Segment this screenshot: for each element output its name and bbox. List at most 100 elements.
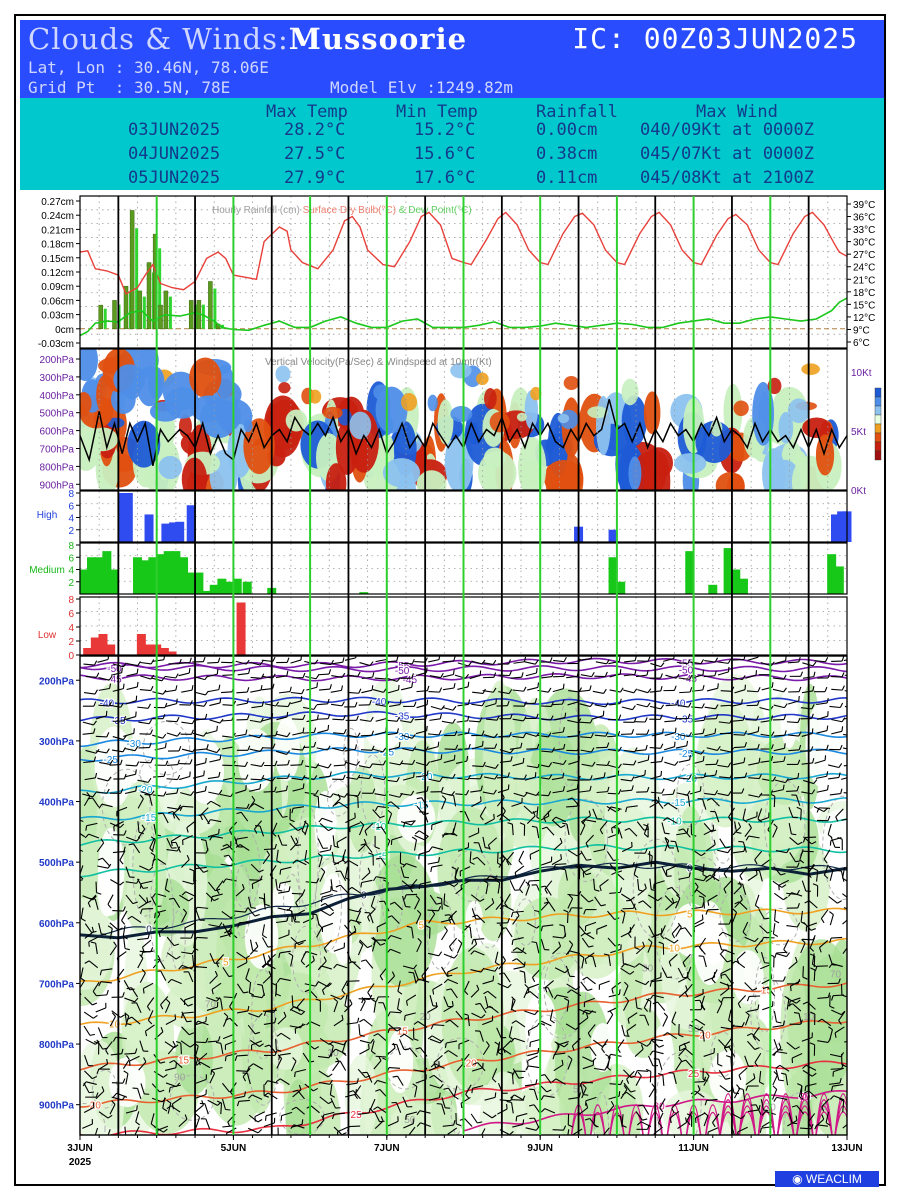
wind-barb	[511, 1070, 515, 1076]
wind-barb	[472, 856, 478, 860]
wind-barb	[704, 774, 716, 778]
wind-barb	[96, 842, 105, 853]
wind-barb	[609, 703, 621, 706]
wind-barb	[91, 926, 95, 932]
wind-barb	[316, 1119, 325, 1129]
wind-barb	[621, 893, 631, 901]
wind-barb	[276, 920, 288, 924]
rain-bar	[135, 228, 139, 329]
wind-barb	[160, 1026, 164, 1033]
wind-barb	[774, 920, 780, 924]
wind-barb	[801, 880, 807, 892]
wind-barb	[442, 673, 454, 678]
wind-barb	[402, 863, 407, 868]
wind-barb	[544, 888, 548, 894]
wind-barb	[464, 990, 469, 995]
wind-barb	[567, 779, 579, 781]
wind-barb	[590, 747, 595, 753]
wind-barb	[443, 687, 455, 691]
wind-barb	[216, 880, 224, 890]
wind-barb	[706, 797, 712, 801]
wind-barb	[176, 731, 181, 737]
wind-barb	[275, 993, 281, 997]
wind-barb	[758, 870, 763, 882]
wind-barb	[223, 854, 229, 857]
wind-barb	[720, 690, 732, 692]
humidity-blob	[651, 1024, 675, 1099]
wind-barb	[454, 1095, 459, 1100]
wind-barb	[463, 980, 470, 992]
wind-barb	[567, 1140, 571, 1142]
wind-barb	[754, 869, 760, 872]
wind-barb	[413, 964, 418, 970]
wind-barb	[206, 744, 209, 750]
wind-barb	[620, 687, 624, 693]
wind-barb	[140, 908, 143, 914]
wind-barb	[378, 1055, 382, 1061]
wind-barb	[203, 770, 205, 776]
wind-barb	[182, 1011, 194, 1014]
wind-barb	[436, 896, 442, 900]
wind-barb	[672, 789, 676, 795]
wind-barb	[567, 1055, 573, 1060]
wind-barb	[339, 1060, 347, 1071]
wind-barb	[327, 1073, 333, 1078]
wind-barb	[797, 772, 800, 779]
wind-barb	[168, 1087, 171, 1093]
left-tick-label: 0.12cm	[41, 268, 74, 279]
wind-barb	[315, 981, 319, 987]
wind-barb	[531, 810, 537, 814]
pressure-tick-label: 400hPa	[39, 798, 74, 809]
wind-barb	[291, 748, 303, 751]
wind-barb	[457, 939, 463, 944]
wind-barb	[760, 1099, 765, 1111]
wind-barb	[235, 789, 246, 794]
wind-barb	[176, 788, 179, 794]
wind-barb	[728, 1009, 732, 1021]
wind-barb	[72, 831, 76, 834]
pressure-tick-label: 500hPa	[40, 409, 75, 420]
wind-barb	[138, 894, 147, 904]
wind-barb	[454, 869, 457, 881]
wind-barb	[635, 1075, 642, 1086]
wind-barb	[666, 886, 672, 890]
humidity-contour	[327, 779, 351, 817]
wind-barb	[659, 714, 663, 720]
wind-barb	[786, 721, 798, 724]
wind-barb	[131, 915, 142, 923]
wind-barb	[414, 830, 420, 835]
wind-barb	[242, 1067, 251, 1078]
velocity-blob	[563, 375, 579, 391]
wind-barb	[70, 817, 73, 821]
wind-barb	[525, 881, 530, 886]
wind-barb	[318, 673, 330, 676]
wind-barb	[581, 957, 585, 969]
wind-barb	[411, 836, 417, 841]
wind-barb	[371, 730, 374, 736]
wind-barb	[465, 673, 469, 679]
wind-barb	[272, 832, 277, 837]
cloud-bar	[616, 581, 626, 594]
wind-barb	[303, 821, 309, 825]
wind-barb	[582, 872, 585, 878]
wind-barb	[430, 705, 442, 711]
wind-barb	[508, 659, 512, 665]
wind-barb	[238, 1099, 250, 1102]
wind-barb	[599, 820, 608, 831]
wind-barb	[596, 746, 608, 749]
humidity-blob	[117, 779, 167, 934]
wind-barb	[370, 895, 376, 907]
wind-barb	[223, 1012, 229, 1017]
wind-barb	[564, 712, 567, 718]
wind-barb	[527, 1052, 539, 1057]
wind-barb	[139, 883, 142, 889]
wind-barb	[579, 824, 586, 836]
wind-barb	[507, 1071, 513, 1074]
wind-barb	[583, 1094, 589, 1096]
wind-barb	[141, 880, 153, 885]
rain-bar	[129, 210, 135, 330]
wind-barb	[596, 764, 608, 766]
wind-barb	[585, 842, 589, 848]
wind-barb	[802, 1069, 813, 1077]
wind-barb	[278, 1054, 281, 1061]
